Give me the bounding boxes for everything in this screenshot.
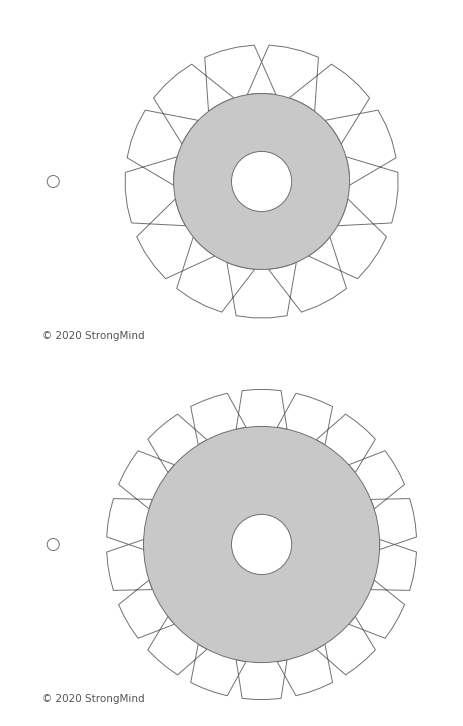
Polygon shape <box>125 45 398 318</box>
Text: © 2020 StrongMind: © 2020 StrongMind <box>42 331 144 341</box>
Circle shape <box>47 176 59 187</box>
Circle shape <box>144 426 380 663</box>
Circle shape <box>47 539 59 550</box>
Circle shape <box>232 152 292 211</box>
Text: © 2020 StrongMind: © 2020 StrongMind <box>42 694 144 704</box>
Circle shape <box>232 515 292 574</box>
Circle shape <box>174 94 350 269</box>
Polygon shape <box>106 390 417 699</box>
